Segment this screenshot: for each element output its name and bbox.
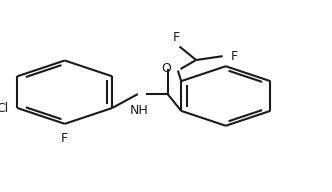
Text: Cl: Cl (0, 102, 9, 114)
Text: O: O (161, 62, 171, 75)
Text: F: F (231, 50, 238, 63)
Text: F: F (173, 31, 180, 44)
Text: F: F (61, 132, 68, 145)
Text: NH: NH (130, 104, 149, 117)
